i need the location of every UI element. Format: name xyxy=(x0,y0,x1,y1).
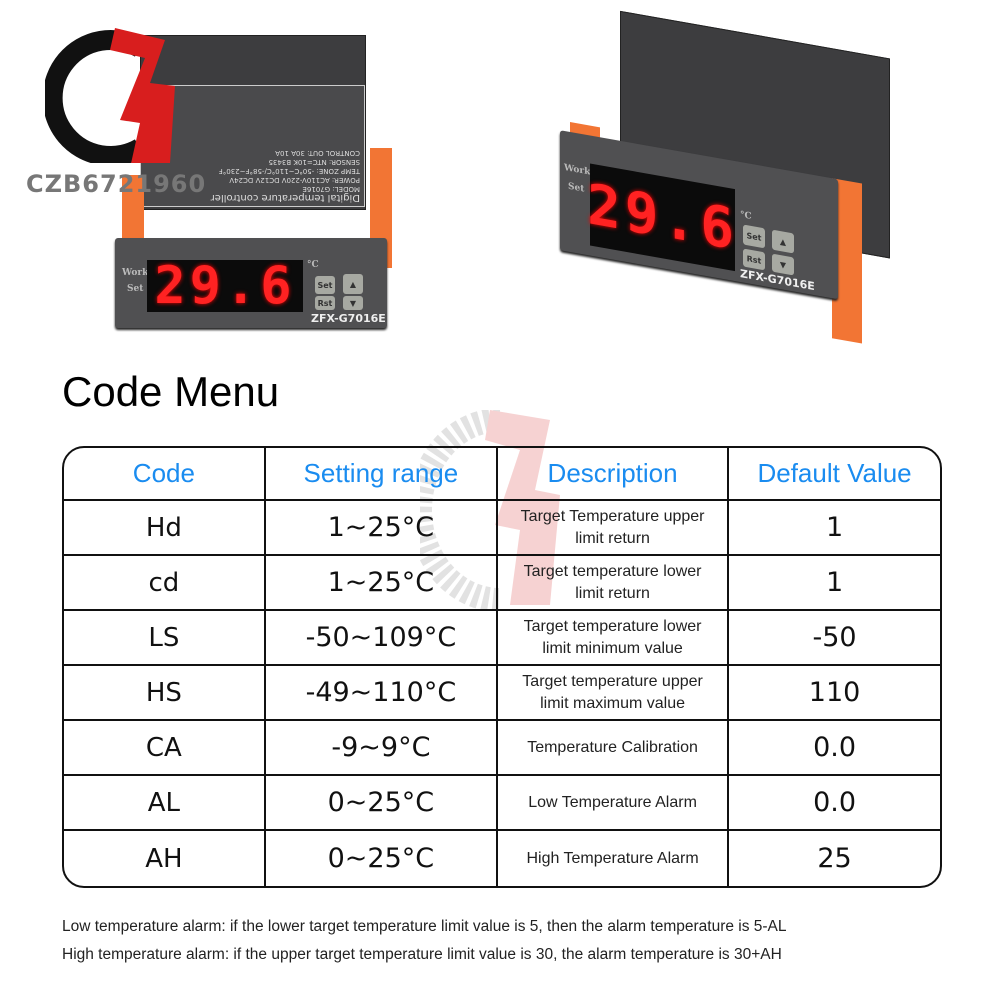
cell-code: LS xyxy=(64,611,266,666)
cell-code: AH xyxy=(64,831,266,886)
cell-description: Low Temperature Alarm xyxy=(498,776,730,831)
temperature-display: 29.6 xyxy=(587,163,738,272)
header-default-value: Default Value xyxy=(729,448,940,501)
cell-description: Target temperature lower limit return xyxy=(498,556,730,611)
cell-default: 25 xyxy=(817,843,852,874)
cell-description: Target temperature upper limit maximum va… xyxy=(498,666,730,721)
cell-description: Target Temperature upper limit return xyxy=(498,501,730,556)
cell-default: 110 xyxy=(729,666,940,721)
page-title: Code Menu xyxy=(62,368,280,415)
work-indicator: Work xyxy=(122,268,149,278)
cell-range: 0~25°C xyxy=(266,831,499,886)
cell-code: Hd xyxy=(64,501,266,556)
code-menu-table: Code Setting range Description Default V… xyxy=(62,446,942,888)
cell-default: 1 xyxy=(729,556,940,611)
set-button[interactable]: Set xyxy=(315,276,335,294)
note-high-alarm: High temperature alarm: if the upper tar… xyxy=(62,946,782,963)
table-row: cd 1~25°C Target temperature lower limit … xyxy=(64,556,940,611)
down-button[interactable]: ▼ xyxy=(343,296,363,310)
cell-range: -9~9°C xyxy=(265,721,499,776)
set-indicator: Set xyxy=(568,181,585,195)
table-row: AL 0~25°C Low Temperature Alarm 0.0 xyxy=(64,776,940,831)
header-setting-range: Setting range xyxy=(265,448,499,501)
cell-default: 1 xyxy=(729,501,940,556)
brand-logo xyxy=(45,28,175,163)
cell-default: 0.0 xyxy=(729,776,940,831)
cell-description: High Temperature Alarm xyxy=(498,831,730,886)
cell-range: -49~110°C xyxy=(265,666,499,721)
device-front-panel: Work Set 29.6 °C Set ▲ Rst ▼ ZFX-G7016E xyxy=(115,238,387,328)
cell-default: -50 xyxy=(729,611,940,666)
cell-code: HS xyxy=(64,666,266,721)
cell-description: Target temperature lower limit minimum va… xyxy=(498,611,730,666)
cell-range: 0~25°C xyxy=(265,776,499,831)
thermostat-front-view: Digital temperature controller MODEL: G7… xyxy=(112,30,392,330)
cell-range: 1~25°C xyxy=(265,501,499,556)
cell-range: 1~25°C xyxy=(265,556,499,611)
table-row: HS -49~110°C Target temperature upper lim… xyxy=(64,666,940,721)
table-header-row: Code Setting range Description Default V… xyxy=(64,448,940,501)
header-code: Code xyxy=(64,448,266,501)
table-row: CA -9~9°C Temperature Calibration 0.0 xyxy=(64,721,940,776)
thermostat-angled-view: Work Set 29.6 °C Set ▲ Rst ▼ ZFX-G7016E xyxy=(560,10,920,373)
cell-default: 0.0 xyxy=(729,721,940,776)
cell-range: -50~109°C xyxy=(265,611,499,666)
table-row: Hd 1~25°C Target Temperature upper limit … xyxy=(64,501,940,556)
set-button[interactable]: Set xyxy=(743,224,765,249)
up-button[interactable]: ▲ xyxy=(343,274,363,294)
table-row: AH 0~25°C High Temperature Alarm 25 xyxy=(64,831,940,886)
table-row: LS -50~109°C Target temperature lower lim… xyxy=(64,611,940,666)
header-description: Description xyxy=(498,448,730,501)
cell-code: cd xyxy=(64,556,266,611)
set-indicator: Set xyxy=(127,284,144,294)
cell-code: AL xyxy=(64,776,266,831)
cell-description: Temperature Calibration xyxy=(498,721,730,776)
watermark-logo xyxy=(420,410,560,610)
temperature-display: 29.6 xyxy=(147,256,303,316)
brand-logo-text: CZB6721960 xyxy=(26,170,207,198)
note-low-alarm: Low temperature alarm: if the lower targ… xyxy=(62,918,787,935)
cell-code: CA xyxy=(64,721,266,776)
rst-button[interactable]: Rst xyxy=(315,296,335,310)
up-button[interactable]: ▲ xyxy=(772,229,794,254)
